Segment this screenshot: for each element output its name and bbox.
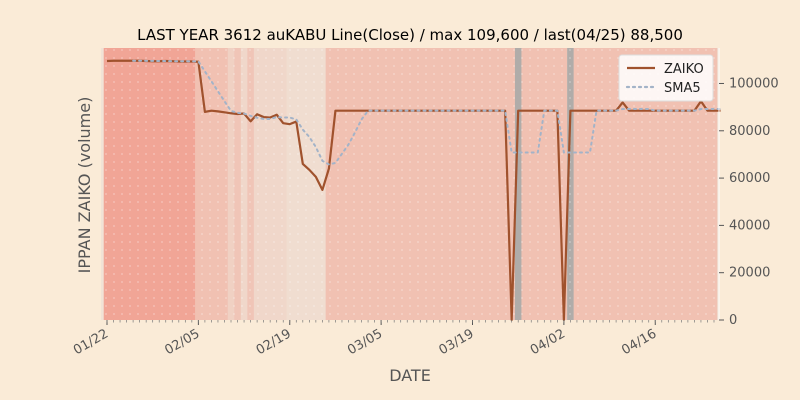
x-tick-label: 04/02 bbox=[528, 326, 568, 358]
x-tick-label: 03/19 bbox=[437, 326, 477, 358]
legend-label-zaiko: ZAIKO bbox=[664, 62, 704, 77]
y-tick-label: 80000 bbox=[729, 124, 770, 139]
x-axis: 01/22 02/05 02/19 03/05 03/19 04/02 04/16 bbox=[71, 320, 715, 358]
x-axis-title: DATE bbox=[389, 366, 431, 385]
x-tick-label: 03/05 bbox=[345, 326, 385, 358]
y-tick-label: 0 bbox=[729, 313, 737, 328]
y-tick-label: 100000 bbox=[729, 76, 779, 91]
y-tick-label: 20000 bbox=[729, 266, 770, 281]
legend: ZAIKO SMA5 bbox=[618, 54, 714, 102]
plot-texture bbox=[101, 48, 719, 320]
y-axis-title: IPPAN ZAIKO (volume) bbox=[75, 97, 94, 274]
y-tick-label: 40000 bbox=[729, 218, 770, 233]
legend-box bbox=[618, 54, 714, 102]
plot-area bbox=[101, 48, 722, 322]
x-tick-label: 01/22 bbox=[71, 326, 111, 358]
series-line-sma5 bbox=[132, 59, 722, 166]
chart-title: LAST YEAR 3612 auKABU Line(Close) / max … bbox=[137, 26, 683, 44]
x-tick-label: 04/16 bbox=[619, 326, 659, 358]
y-axis: 0 20000 40000 60000 80000 100000 bbox=[718, 48, 779, 328]
legend-label-sma5: SMA5 bbox=[664, 81, 701, 96]
y-tick-label: 60000 bbox=[729, 171, 770, 186]
x-tick-label: 02/19 bbox=[254, 326, 294, 358]
x-tick-label: 02/05 bbox=[162, 326, 202, 358]
